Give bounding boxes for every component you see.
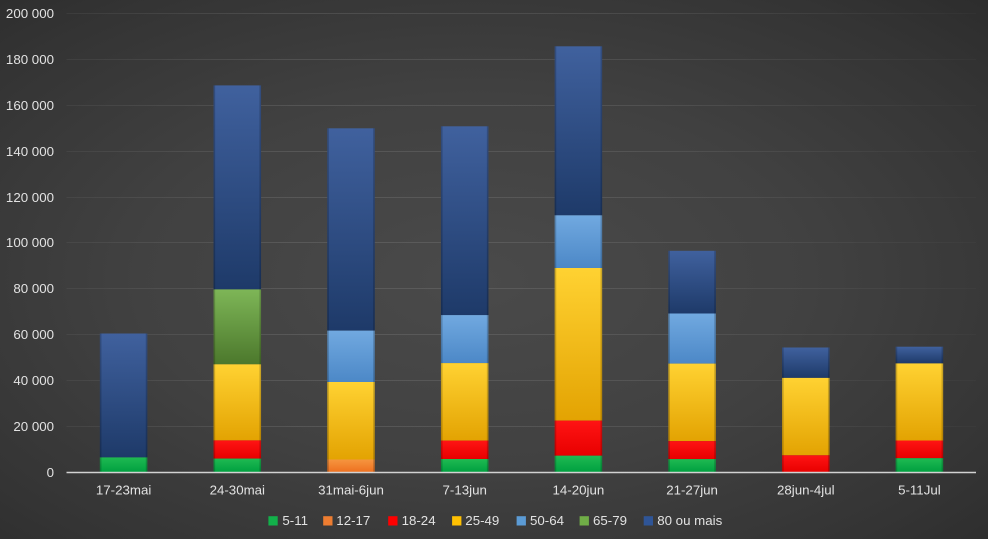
svg-text:20 000: 20 000 xyxy=(13,419,54,434)
svg-text:0: 0 xyxy=(47,465,54,480)
svg-text:40 000: 40 000 xyxy=(13,373,54,388)
svg-text:160 000: 160 000 xyxy=(6,98,54,113)
svg-text:25-49: 25-49 xyxy=(465,513,499,528)
svg-text:50-64: 50-64 xyxy=(530,513,564,528)
svg-text:17-23mai: 17-23mai xyxy=(96,483,151,498)
svg-text:80 000: 80 000 xyxy=(13,281,54,296)
svg-text:100 000: 100 000 xyxy=(6,235,54,250)
svg-text:200 000: 200 000 xyxy=(6,6,54,21)
svg-text:5-11Jul: 5-11Jul xyxy=(898,483,941,498)
svg-text:7-13jun: 7-13jun xyxy=(443,483,487,498)
svg-text:31mai-6jun: 31mai-6jun xyxy=(318,483,384,498)
svg-text:120 000: 120 000 xyxy=(6,190,54,205)
svg-text:80 ou mais: 80 ou mais xyxy=(657,513,722,528)
svg-text:65-79: 65-79 xyxy=(593,513,627,528)
svg-text:5-11: 5-11 xyxy=(282,513,308,528)
svg-text:140 000: 140 000 xyxy=(6,144,54,159)
svg-text:14-20jun: 14-20jun xyxy=(553,483,605,498)
svg-text:28jun-4jul: 28jun-4jul xyxy=(777,483,835,498)
svg-text:18-24: 18-24 xyxy=(402,513,436,528)
svg-text:180 000: 180 000 xyxy=(6,52,54,67)
svg-text:21-27jun: 21-27jun xyxy=(666,483,718,498)
svg-text:24-30mai: 24-30mai xyxy=(210,483,265,498)
svg-text:60 000: 60 000 xyxy=(13,327,54,342)
svg-text:12-17: 12-17 xyxy=(336,513,370,528)
